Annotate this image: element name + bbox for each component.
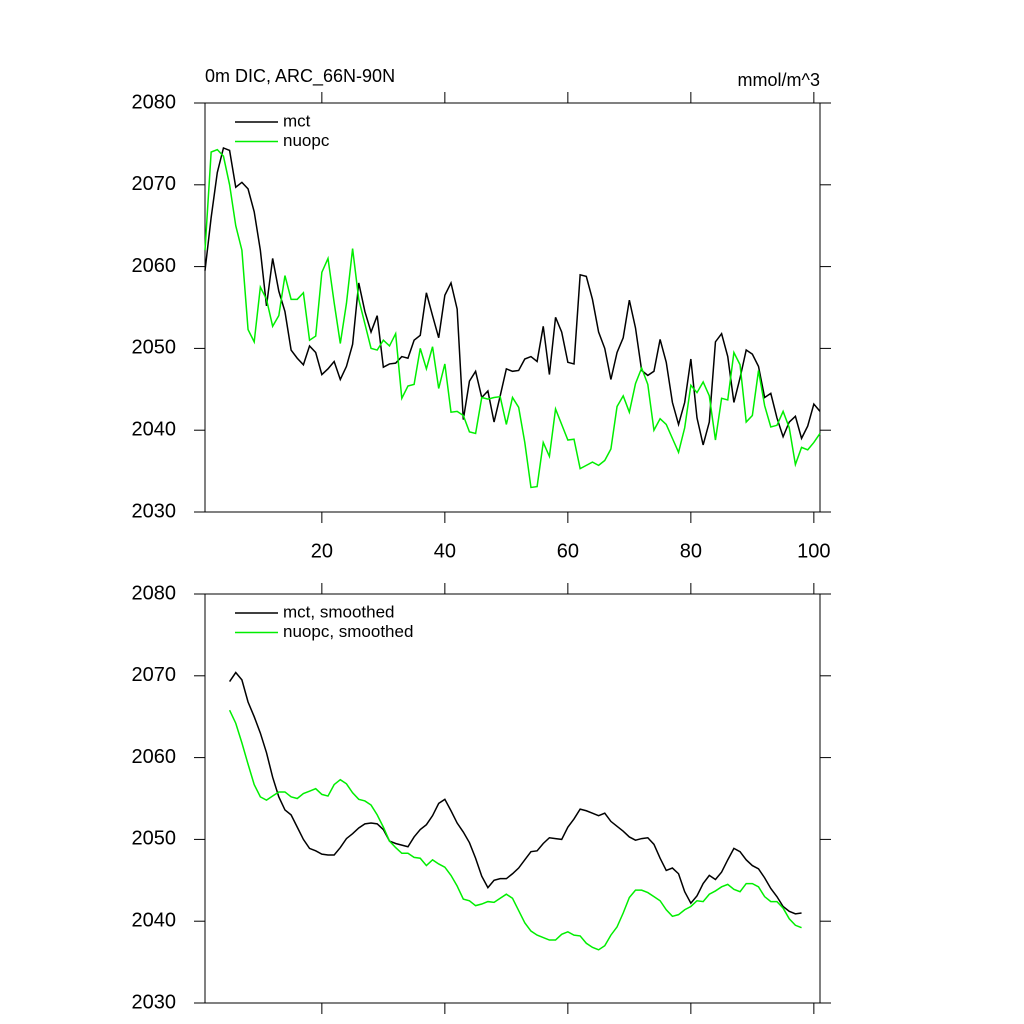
y-tick-label: 2070 <box>132 664 177 686</box>
y-tick-label: 2030 <box>132 991 177 1013</box>
legend-label: mct <box>283 111 311 130</box>
y-tick-label: 2080 <box>132 582 177 604</box>
units-label: mmol/m^3 <box>738 70 820 90</box>
y-tick-label: 2080 <box>132 91 177 113</box>
legend-label: nuopc <box>283 131 330 150</box>
series-line <box>204 146 821 446</box>
panel: 2030 2040 2050 2060 2070 2080 mct, smoothednuo… <box>132 582 831 1014</box>
y-tick-label: 2060 <box>132 255 177 277</box>
y-tick-label: 2040 <box>132 418 177 440</box>
x-tick-label: 20 <box>311 540 333 562</box>
legend-label: mct, smoothed <box>283 602 395 621</box>
plot-frame <box>204 593 821 1004</box>
y-tick-label: 2060 <box>132 746 177 768</box>
y-tick-label: 2070 <box>132 173 177 195</box>
plot-frame <box>204 102 821 513</box>
y-tick-label: 2040 <box>132 909 177 931</box>
y-tick-label: 2050 <box>132 337 177 359</box>
series-line <box>228 709 802 951</box>
panel: 0m DIC, ARC_66N-90N mmol/m^32030204020502… <box>132 66 831 562</box>
y-tick-label: 2050 <box>132 828 177 850</box>
legend-label: nuopc, smoothed <box>283 622 413 641</box>
x-tick-label: 100 <box>797 540 830 562</box>
series-line <box>204 148 821 489</box>
chart-title: 0m DIC, ARC_66N-90N <box>205 66 395 87</box>
x-tick-label: 40 <box>434 540 456 562</box>
y-tick-label: 2030 <box>132 500 177 522</box>
series-line <box>228 671 802 915</box>
x-tick-label: 80 <box>680 540 702 562</box>
x-tick-label: 60 <box>557 540 579 562</box>
